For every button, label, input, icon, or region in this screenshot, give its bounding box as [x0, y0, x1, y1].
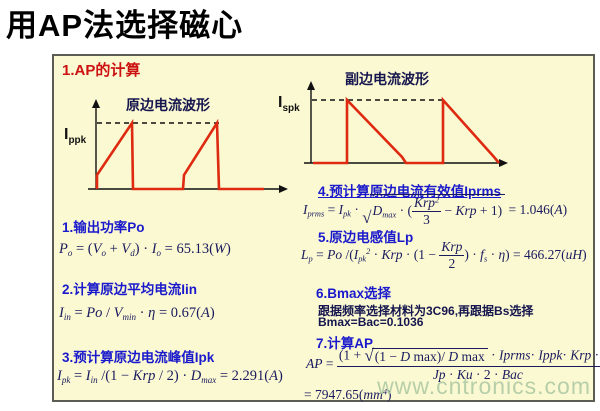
- formula-output-power: Po = (Vo + Vd) · Io = 65.13(W): [59, 241, 231, 258]
- secondary-waveform-title: 副边电流波形: [345, 71, 429, 87]
- formula-avg-current: Iin = Po / Vmin · η = 0.67(A): [59, 305, 215, 322]
- formula-ap-result: = 7947.65(mm4): [304, 387, 392, 402]
- label-sub: spk: [282, 103, 300, 114]
- page-title: 用AP法选择磁心: [6, 8, 244, 43]
- x-axis-arrow-icon: [499, 159, 508, 167]
- section-heading-rms-current: 4.预计算原边电流有效值Iprms: [318, 184, 502, 199]
- bmax-material-note: 跟据频率选择材料为3C96,再跟据Bs选择: [318, 304, 534, 318]
- section-heading-peak-current: 3.预计算原边电流峰值Ipk: [62, 350, 215, 365]
- y-axis-arrow-icon: [92, 99, 100, 108]
- primary-waveform-title: 原边电流波形: [126, 97, 210, 113]
- panel-heading: 1.AP的计算: [62, 62, 141, 79]
- section-heading-output-power: 1.输出功率Po: [62, 220, 145, 235]
- section-heading-ap: 7.计算AP: [316, 336, 374, 351]
- primary-current-waveform: [95, 118, 264, 191]
- section-heading-bmax: 6.Bmax选择: [316, 286, 392, 301]
- label-sub: ppk: [68, 135, 87, 146]
- section-heading-avg-current: 2.计算原边平均电流Iin: [62, 282, 198, 297]
- formula-ap: AP = (1 + √ (1 − D max)/ D max · Iprms· I…: [306, 347, 600, 382]
- label-base: I: [64, 126, 69, 143]
- section-heading-inductance: 5.原边电感值Lp: [318, 230, 414, 245]
- label-base: I: [278, 94, 283, 111]
- formula-rms-current: Iprms = Ipk · √ Dmax · (Krp2 3 − Krp + 1) …: [303, 194, 568, 228]
- formula-peak-current: Ipk = Iin /(1 − Krp / 2) · Dmax = 2.291(…: [57, 368, 283, 385]
- watermark: www.cntronics.com: [377, 373, 591, 399]
- secondary-current-waveform: [313, 96, 500, 165]
- x-axis-arrow-icon: [279, 185, 288, 193]
- secondary-current-peak-label: Ispk: [278, 94, 300, 114]
- bmax-value-note: Bmax=Bac=0.1036: [318, 315, 424, 329]
- y-axis-arrow-icon: [307, 81, 315, 90]
- secondary-waveform-plot: [304, 81, 508, 167]
- primary-waveform-plot: [88, 99, 288, 193]
- content-panel: 1.AP的计算 原边电流波形 Ippk 副边电流波形 Ispk 1.输出功率Po…: [52, 54, 600, 402]
- formula-inductance: Lp = Po /(Ipk2 · Krp · (1 − Krp 2) · fs ·…: [301, 239, 587, 272]
- primary-current-peak-label: Ippk: [64, 126, 86, 146]
